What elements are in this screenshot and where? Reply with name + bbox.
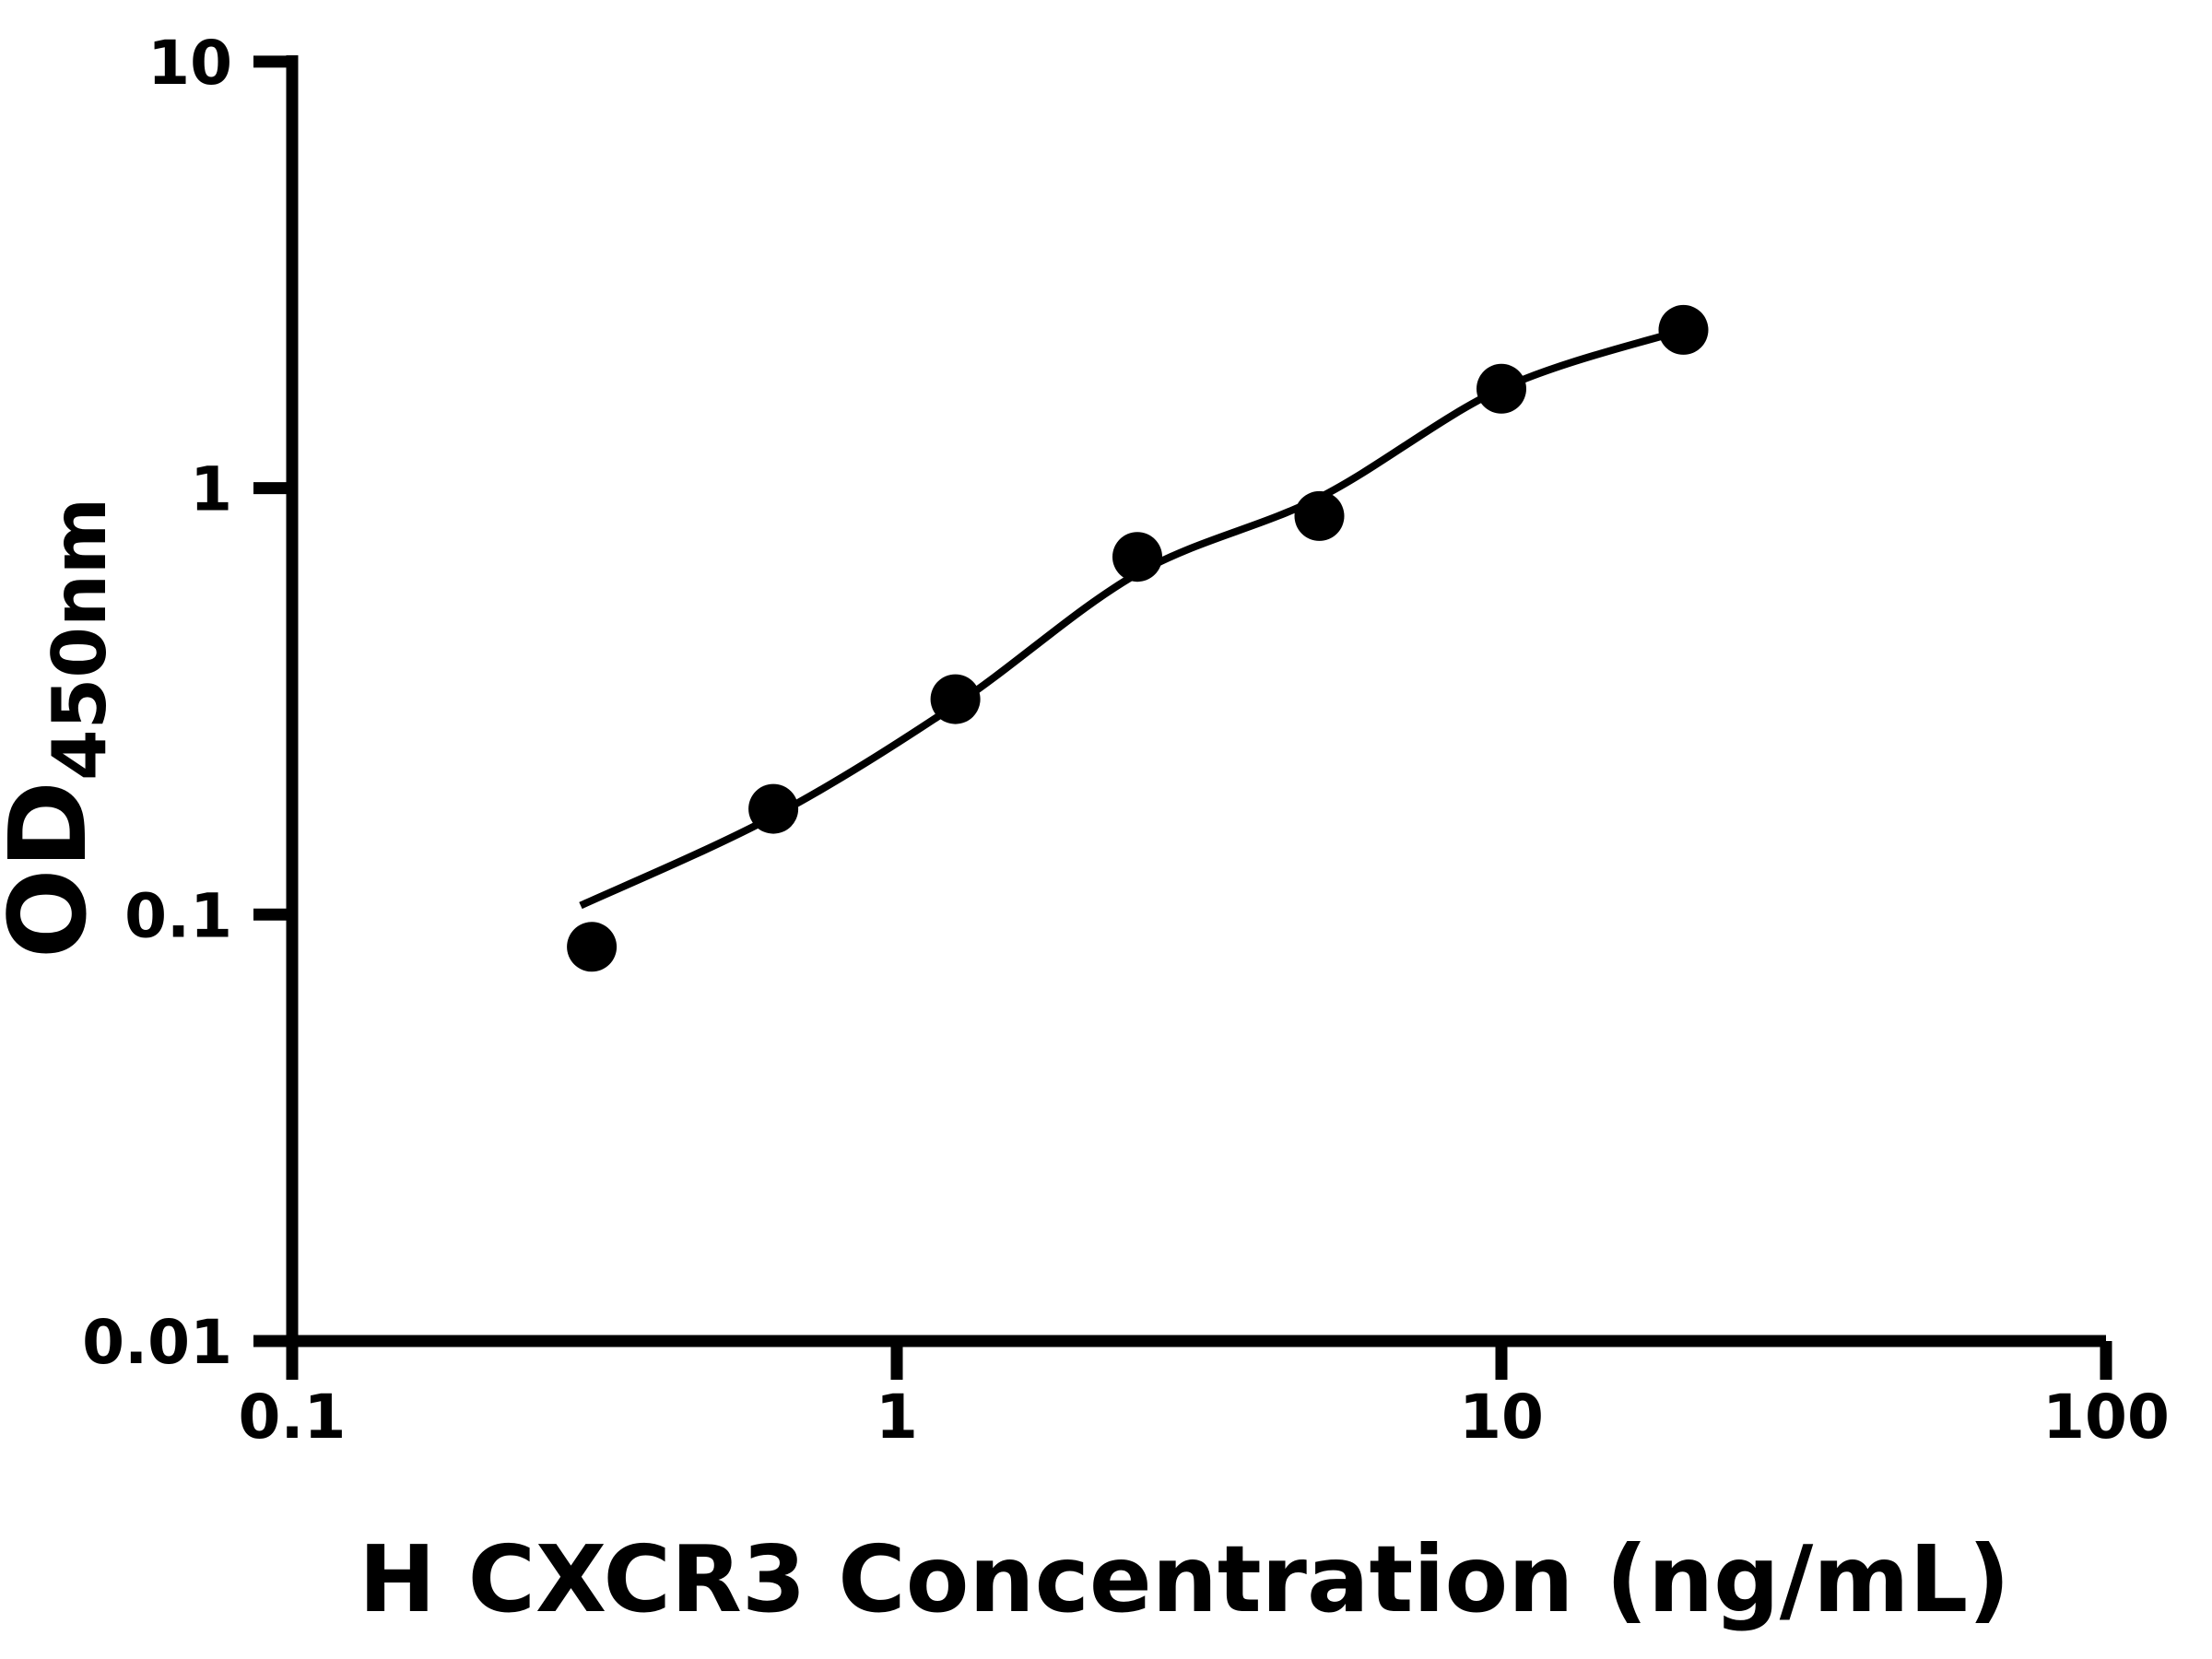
y-tick-label: 0.1 — [124, 880, 232, 951]
y-axis-title-subscript: 450nm — [37, 498, 123, 781]
fit-curve-line — [579, 326, 1685, 910]
y-tick-label: 1 — [190, 454, 232, 525]
data-point — [1658, 304, 1709, 355]
data-point — [748, 783, 799, 834]
y-tick-label: 10 — [147, 28, 232, 99]
x-tick-label: 100 — [2042, 1382, 2170, 1453]
data-point — [1294, 490, 1345, 541]
x-axis-title: H CXCR3 Concentration (ng/mL) — [359, 1525, 2010, 1633]
axis-tick-marks — [253, 55, 2112, 1380]
x-tick-label: 0.1 — [239, 1382, 347, 1453]
data-points — [567, 304, 1709, 972]
y-axis-title-main: OD — [0, 781, 111, 959]
data-point — [567, 922, 618, 972]
data-point — [930, 674, 981, 724]
y-tick-label: 0.01 — [82, 1307, 232, 1378]
x-tick-label: 10 — [1459, 1382, 1544, 1453]
data-point — [1477, 363, 1526, 414]
x-tick-label: 1 — [876, 1382, 918, 1453]
y-axis-title: OD450nm — [0, 498, 123, 959]
axis-spines — [286, 55, 2106, 1347]
data-point — [1112, 532, 1162, 582]
